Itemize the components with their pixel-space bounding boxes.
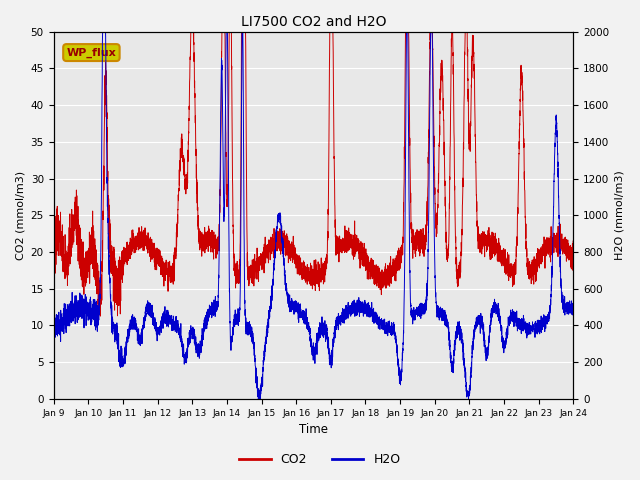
Line: CO2: CO2 [54, 32, 573, 316]
CO2 [388, 263, 396, 268]
Y-axis label: CO2 (mmol/m3): CO2 (mmol/m3) [15, 171, 25, 260]
H2O [144, 308, 152, 313]
Y-axis label: H2O (mmol/m3): H2O (mmol/m3) [615, 170, 625, 260]
H2O [362, 309, 369, 314]
CO2 [438, 73, 445, 79]
CO2 [144, 230, 152, 236]
X-axis label: Time: Time [299, 423, 328, 436]
Line: H2O: H2O [54, 32, 573, 399]
H2O [99, 29, 106, 35]
Legend: CO2, H2O: CO2, H2O [234, 448, 406, 471]
H2O [255, 396, 262, 402]
H2O [477, 316, 485, 322]
Title: LI7500 CO2 and H2O: LI7500 CO2 and H2O [241, 15, 387, 29]
H2O [388, 320, 396, 326]
CO2 [50, 258, 58, 264]
CO2 [570, 262, 577, 267]
H2O [438, 310, 445, 315]
CO2 [362, 268, 369, 274]
CO2 [97, 313, 104, 319]
CO2 [187, 29, 195, 35]
H2O [50, 316, 58, 322]
H2O [570, 303, 577, 309]
H2O [248, 334, 256, 340]
Text: WP_flux: WP_flux [67, 48, 116, 58]
CO2 [248, 266, 256, 272]
CO2 [477, 231, 485, 237]
